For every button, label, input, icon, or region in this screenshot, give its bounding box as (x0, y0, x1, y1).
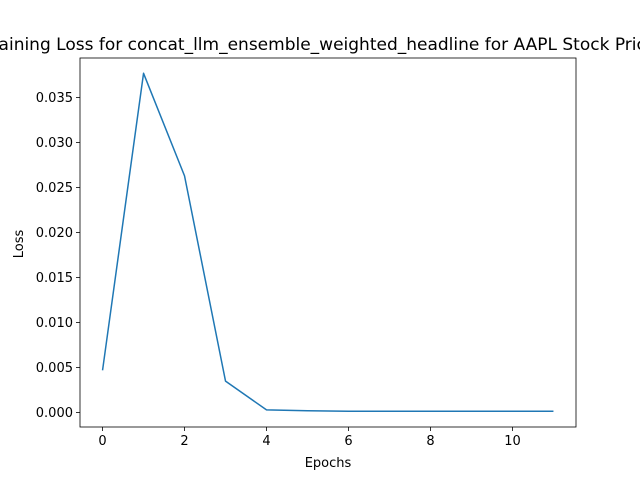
y-tick-label: 0.015 (36, 271, 73, 286)
plot-frame (79, 57, 577, 428)
x-tick-label: 10 (504, 434, 521, 449)
y-axis-label: Loss (12, 230, 27, 259)
x-tick-label: 0 (98, 434, 106, 449)
x-tick-label: 6 (344, 434, 352, 449)
y-tick-label: 0.035 (36, 91, 73, 106)
chart-title: Training Loss for concat_llm_ensemble_we… (0, 35, 640, 55)
x-tick-label: 2 (180, 434, 188, 449)
x-tick-label: 8 (426, 434, 434, 449)
y-tick-label: 0.020 (36, 226, 73, 241)
plot-area: 0 2 4 6 8 10 0.000 0.005 0.010 0.015 0.020 0.025 0.0… (36, 57, 577, 449)
y-tick-label: 0.030 (36, 136, 73, 151)
y-tick-label: 0.010 (36, 316, 73, 331)
x-axis-label: Epochs (305, 456, 352, 471)
y-tick-label: 0.000 (36, 406, 73, 421)
series-line-0 (101, 72, 554, 412)
y-tick-label: 0.025 (36, 181, 73, 196)
y-tick-label: 0.005 (36, 361, 73, 376)
x-tick-label: 4 (262, 434, 270, 449)
